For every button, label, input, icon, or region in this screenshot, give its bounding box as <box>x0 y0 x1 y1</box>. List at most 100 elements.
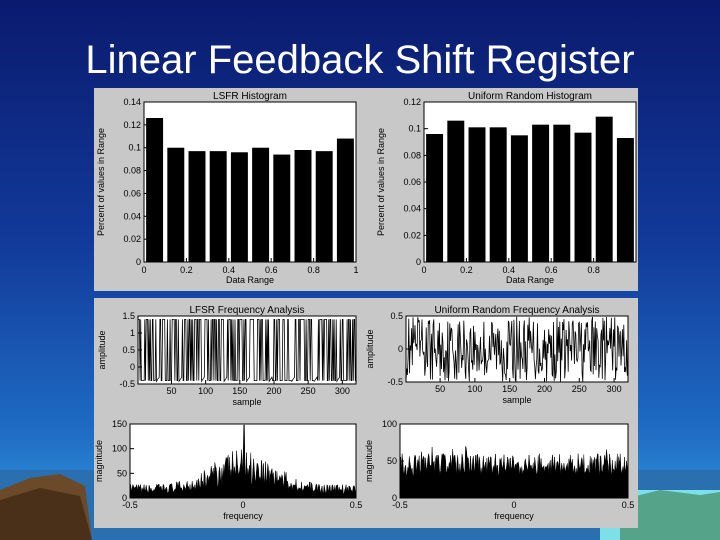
uniform-hist-ytick-label: 0.04 <box>403 204 421 214</box>
lsfr-hist-bar <box>273 154 291 262</box>
lsfr-hist-ytick-label: 0.08 <box>123 166 141 176</box>
uniform-time-xtick-label: 150 <box>502 384 517 394</box>
lfsr-time-xtick-label: 200 <box>266 386 281 396</box>
uniform-time-ytick-label: -0.5 <box>387 377 403 387</box>
lsfr-hist-xtick-label: 0.2 <box>180 265 193 275</box>
uniform-time-title: Uniform Random Frequency Analysis <box>434 305 599 316</box>
lsfr-hist-ytick-label: 0 <box>136 257 141 267</box>
uniform-hist-bar <box>489 127 507 262</box>
histogram-figure-svg: LSFR Histogram 0 0.02 0.04 0.06 0.08 0.1 0.12 0.… <box>96 91 637 285</box>
uniform-time-xtick-label: 250 <box>572 384 587 394</box>
uniform-hist-xtick-label: 0.4 <box>503 265 516 275</box>
lsfr-hist-xtick-label: 0.8 <box>307 265 320 275</box>
uniform-time-xtick-label: 50 <box>435 384 445 394</box>
lfsr-time-xtick-label: 100 <box>198 386 213 396</box>
lfsr-time-ytick-label: -0.5 <box>119 379 135 389</box>
uniform-time-line <box>405 316 629 383</box>
lsfr-hist-xtick-label: 0 <box>141 265 146 275</box>
lfsr-spectrum-ytick-label: 150 <box>112 419 127 429</box>
lfsr-spectrum-ytick-label: 0 <box>122 493 127 503</box>
lsfr-hist-ylabel: Percent of values in Range <box>96 128 106 236</box>
lsfr-hist-bar <box>294 150 312 262</box>
lsfr-hist-xtick-label: 0.4 <box>223 265 236 275</box>
lfsr-spectrum-xtick-label: 0 <box>240 500 245 510</box>
uniform-spectrum-ytick-label: 50 <box>387 456 397 466</box>
uniform-spectrum-ytick-label: 100 <box>382 419 397 429</box>
uniform-time-xlabel: sample <box>502 395 531 405</box>
lfsr-time-xtick-label: 300 <box>335 386 350 396</box>
uniform-time-ytick-label: 0 <box>398 344 403 354</box>
lfsr-time-title: LFSR Frequency Analysis <box>189 305 304 316</box>
uniform-hist-ytick-label: 0.08 <box>403 150 421 160</box>
lfsr-time-xtick-label: 50 <box>166 386 176 396</box>
frequency-figure: LFSR Frequency Analysis 1.5 1 0.5 0 -0.5 50 100… <box>94 298 638 528</box>
lsfr-hist-bar <box>315 151 333 262</box>
lsfr-hist-xtick-label: 0.6 <box>265 265 278 275</box>
lfsr-time-line <box>138 318 356 383</box>
lsfr-hist-bar <box>336 138 354 262</box>
uniform-hist-bar <box>595 116 613 263</box>
lsfr-hist-ytick-label: 0.14 <box>123 97 141 107</box>
lsfr-hist-bar <box>230 152 248 262</box>
uniform-hist-bar <box>468 127 486 262</box>
uniform-time-xtick-label: 300 <box>607 384 622 394</box>
lfsr-time-ylabel: amplitude <box>97 330 107 369</box>
lsfr-hist-xtick-label: 1 <box>353 265 358 275</box>
lsfr-hist-bar <box>252 147 270 262</box>
uniform-hist-title: Uniform Random Histogram <box>468 91 592 102</box>
lfsr-time-ytick-label: 1.5 <box>122 311 135 321</box>
uniform-hist-xlabel: Data Range <box>506 275 554 285</box>
lsfr-hist-bar <box>188 151 206 262</box>
lsfr-hist-bar <box>146 118 164 262</box>
uniform-hist-ytick-label: 0.1 <box>408 124 421 134</box>
lsfr-hist-xlabel: Data Range <box>226 275 274 285</box>
lfsr-spectrum-ytick-label: 100 <box>112 444 127 454</box>
lfsr-spectrum-xlabel: frequency <box>223 511 263 521</box>
lfsr-time-xlabel: sample <box>232 397 261 407</box>
histogram-figure: LSFR Histogram 0 0.02 0.04 0.06 0.08 0.1 0.12 0.… <box>94 88 638 291</box>
lfsr-time-xtick-label: 150 <box>232 386 247 396</box>
uniform-hist-bar <box>447 120 465 262</box>
uniform-hist-xtick-label: 0 <box>421 265 426 275</box>
lfsr-time-ytick-label: 1 <box>130 328 135 338</box>
uniform-spectrum-xtick-label: 0.5 <box>622 500 635 510</box>
uniform-spectrum-ytick-label: 0 <box>392 493 397 503</box>
lsfr-hist-title: LSFR Histogram <box>213 91 287 102</box>
lsfr-hist-bar <box>209 151 227 262</box>
uniform-hist-bar <box>532 124 550 262</box>
uniform-time-xtick-label: 200 <box>537 384 552 394</box>
lfsr-spectrum-area <box>129 424 357 499</box>
uniform-hist-xtick-label: 0.6 <box>545 265 558 275</box>
uniform-hist-bar <box>616 138 634 262</box>
uniform-time-xtick-label: 100 <box>467 384 482 394</box>
lsfr-hist-bar <box>167 147 185 262</box>
lsfr-hist-ytick-label: 0.04 <box>123 211 141 221</box>
lfsr-spectrum-ytick-label: 50 <box>117 468 127 478</box>
uniform-hist-bar <box>574 132 592 262</box>
uniform-spectrum-area <box>399 446 629 499</box>
uniform-spectrum-ylabel: magnitude <box>364 440 374 482</box>
uniform-time-ylabel: amplitude <box>365 329 375 368</box>
lfsr-spectrum-ylabel: magnitude <box>94 440 104 482</box>
uniform-hist-bar <box>553 124 571 262</box>
uniform-hist-bar <box>426 134 444 262</box>
lsfr-hist-ytick-label: 0.12 <box>123 120 141 130</box>
uniform-hist-ytick-label: 0.12 <box>403 97 421 107</box>
uniform-hist-xtick-label: 0.2 <box>460 265 473 275</box>
uniform-hist-bar <box>510 135 528 262</box>
uniform-hist-xtick-label: 0.8 <box>587 265 600 275</box>
lfsr-time-ytick-label: 0 <box>130 362 135 372</box>
uniform-hist-ytick-label: 0 <box>416 257 421 267</box>
lfsr-time-xtick-label: 250 <box>301 386 316 396</box>
slide-title: Linear Feedback Shift Register <box>85 38 635 82</box>
lfsr-spectrum-xtick-label: 0.5 <box>350 500 363 510</box>
uniform-time-ytick-label: 0.5 <box>390 311 403 321</box>
uniform-hist-ylabel: Percent of values in Range <box>376 128 386 236</box>
lfsr-time-ytick-label: 0.5 <box>122 345 135 355</box>
lsfr-hist-ytick-label: 0.1 <box>128 143 141 153</box>
lsfr-hist-ytick-label: 0.06 <box>123 188 141 198</box>
uniform-spectrum-xtick-label: 0 <box>511 500 516 510</box>
lfsr-spectrum-xtick-label: -0.5 <box>122 500 138 510</box>
uniform-hist-ytick-label: 0.06 <box>403 177 421 187</box>
